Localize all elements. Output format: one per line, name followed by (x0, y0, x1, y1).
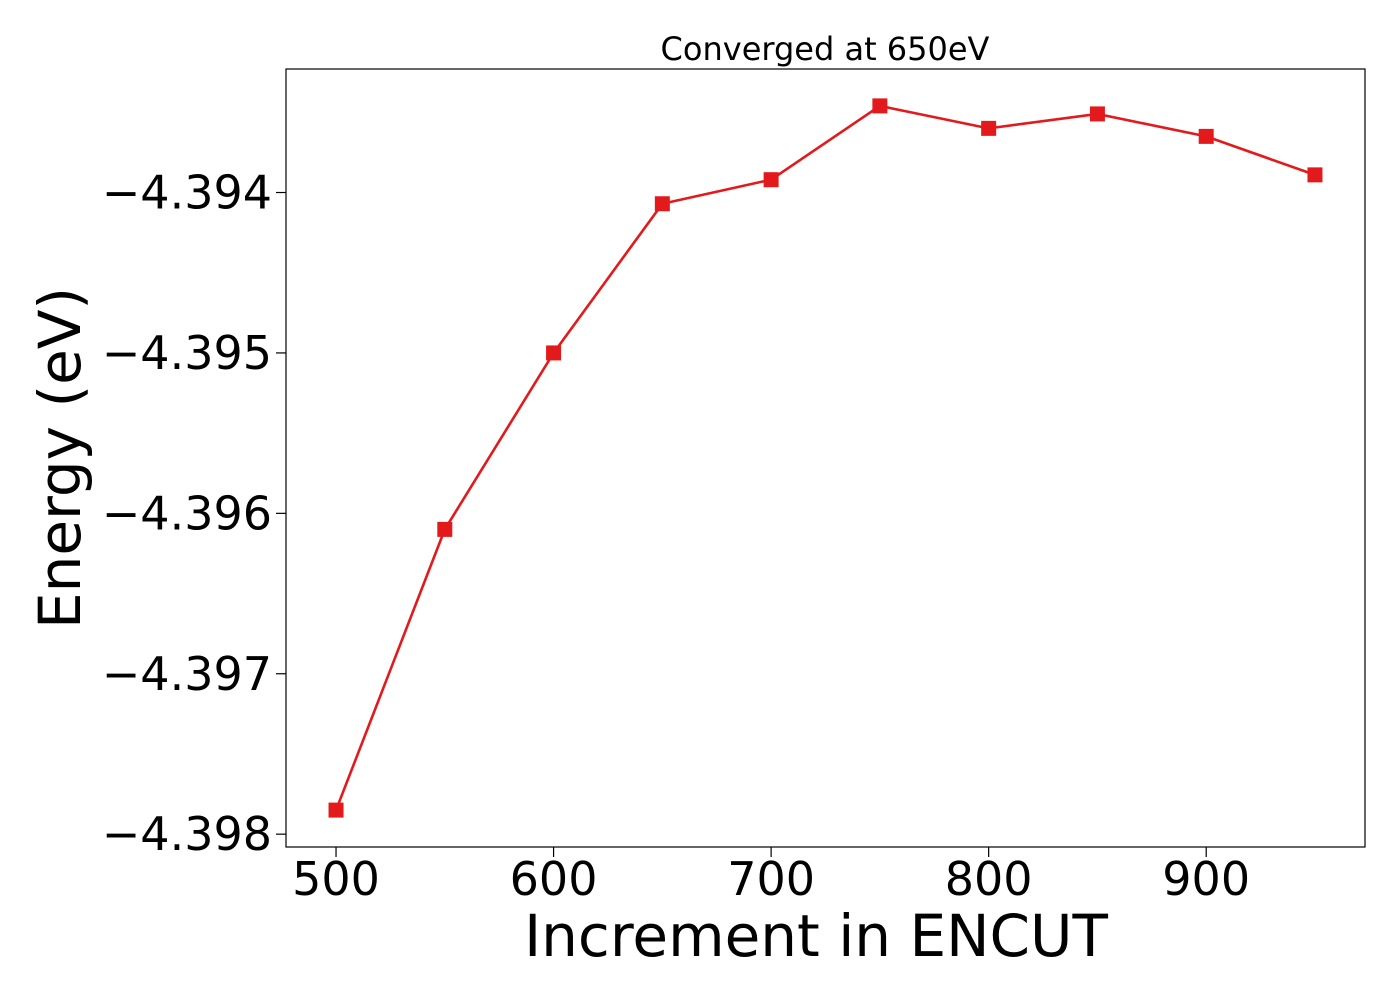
x-axis-ticks: 500 600 700 800 900 (292, 847, 1250, 906)
chart-title: Converged at 650eV (661, 30, 990, 68)
y-tick-label: −4.397 (102, 647, 272, 701)
data-point (546, 345, 562, 361)
x-tick-label: 800 (945, 852, 1033, 906)
plot-frame (285, 68, 1366, 848)
data-point (1089, 106, 1105, 122)
data-point (437, 521, 453, 537)
y-axis-ticks: −4.398 −4.397 −4.396 −4.395 −4.394 (102, 166, 286, 861)
data-point (981, 120, 997, 136)
series-line (334, 104, 1316, 811)
series-layer (328, 98, 1323, 818)
x-tick-label: 500 (292, 852, 380, 906)
x-tick-label: 600 (510, 852, 598, 906)
x-axis-label: Increment in ENCUT (524, 902, 1108, 970)
data-point (1198, 128, 1214, 144)
y-tick-label: −4.394 (102, 166, 272, 220)
y-axis-label: Energy (eV) (26, 287, 94, 629)
data-point (763, 172, 779, 188)
y-tick-label: −4.395 (102, 326, 272, 380)
y-tick-label: −4.398 (102, 807, 272, 861)
data-point (654, 196, 670, 212)
data-point (872, 98, 888, 114)
x-tick-label: 700 (727, 852, 815, 906)
y-tick-label: −4.396 (102, 486, 272, 540)
data-point (328, 802, 344, 818)
x-tick-label: 900 (1162, 852, 1250, 906)
data-point (1307, 167, 1323, 183)
